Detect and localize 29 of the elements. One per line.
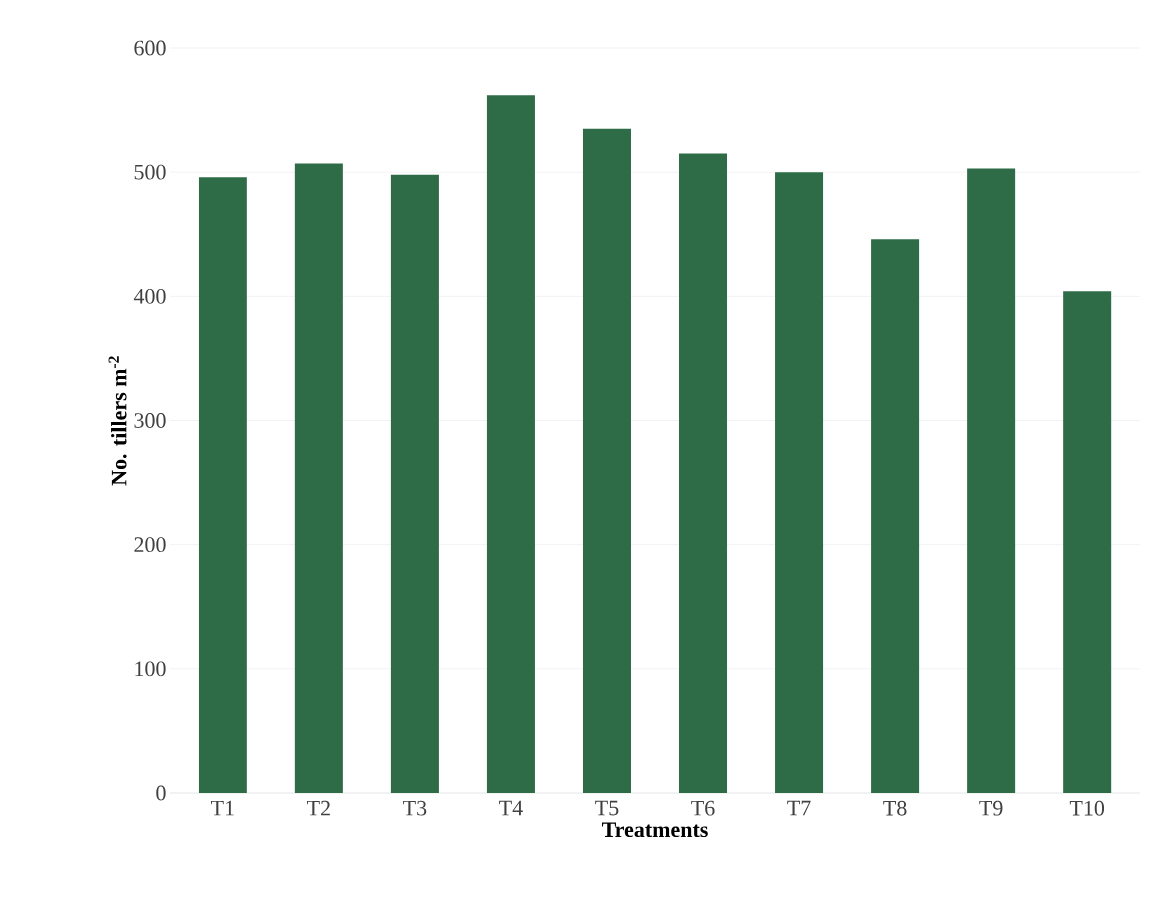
y-tick-label: 200 [134, 537, 166, 553]
x-tick-label: T7 [787, 800, 811, 816]
y-tick-label: 500 [134, 164, 166, 180]
x-tick-label: T8 [883, 800, 907, 816]
x-tick-label: T1 [211, 800, 234, 816]
x-tick-label: T10 [1069, 800, 1105, 816]
bar [871, 239, 920, 793]
x-tick-label: T4 [499, 800, 523, 816]
y-tick-label: 400 [133, 288, 166, 304]
x-tick-label: T9 [979, 800, 1003, 816]
x-tick-label: T5 [595, 800, 619, 816]
bar [582, 128, 631, 793]
bar [390, 174, 439, 793]
y-tick-label: 300 [134, 413, 166, 428]
bar [775, 172, 824, 793]
bar [1063, 291, 1112, 793]
bar [198, 177, 247, 793]
y-tick-label: 600 [134, 40, 166, 56]
bar [679, 153, 728, 793]
x-tick-label: T6 [691, 800, 715, 816]
x-tick-label: T3 [403, 800, 427, 816]
bar [486, 95, 535, 793]
x-tick-label: T2 [307, 800, 330, 816]
y-tick-label: 0 [156, 785, 166, 801]
y-tick-label: 100 [135, 661, 166, 677]
bar [294, 163, 343, 793]
bar [967, 168, 1016, 793]
x-axis-title: Treatments [601, 822, 708, 838]
y-axis-title: No. tillers m$^{-2}$ [108, 356, 127, 486]
